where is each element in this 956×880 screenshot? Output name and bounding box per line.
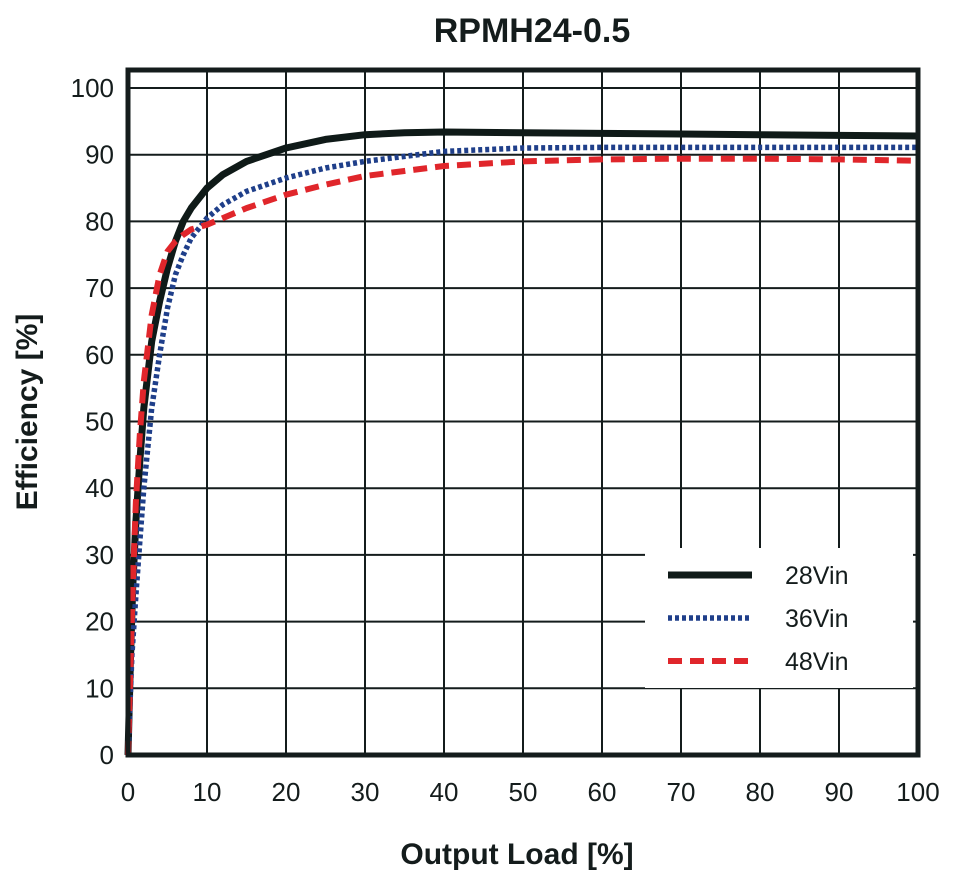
series-line-28Vin — [124, 128, 919, 756]
x-tick-label: 50 — [509, 777, 538, 807]
y-tick-label: 100 — [71, 73, 114, 103]
legend-label: 36Vin — [785, 605, 849, 633]
y-tick-label: 60 — [85, 340, 114, 370]
x-tick-label: 30 — [351, 777, 380, 807]
y-tick-label: 0 — [100, 740, 114, 770]
series-line-48Vin — [125, 155, 919, 756]
legend: 28Vin 36Vin 48Vin — [645, 548, 913, 688]
x-tick-label: 10 — [193, 777, 222, 807]
x-tick-label: 80 — [746, 777, 775, 807]
x-tick-label: 20 — [272, 777, 301, 807]
x-tick-label: 90 — [825, 777, 854, 807]
y-tick-label: 70 — [85, 273, 114, 303]
x-axis-label: Output Load [%] — [400, 838, 633, 871]
x-tick-label: 60 — [588, 777, 617, 807]
y-tick-label: 40 — [85, 473, 114, 503]
x-tick-label: 70 — [667, 777, 696, 807]
y-tick-label: 10 — [85, 673, 114, 703]
chart-title: RPMH24-0.5 — [434, 12, 631, 50]
y-tick-label: 20 — [85, 607, 114, 637]
x-tick-labels: 0 10 20 30 40 50 60 70 80 90 100 — [121, 777, 940, 807]
legend-label: 28Vin — [785, 562, 849, 590]
y-tick-labels: 0 10 20 30 40 50 60 70 80 90 100 — [71, 73, 114, 770]
x-tick-label: 0 — [121, 777, 135, 807]
y-tick-label: 50 — [85, 407, 114, 437]
y-tick-label: 30 — [85, 540, 114, 570]
y-tick-label: 90 — [85, 140, 114, 170]
plot-frame — [125, 67, 921, 758]
x-tick-label: 40 — [430, 777, 459, 807]
series-line-36Vin — [125, 144, 918, 756]
y-axis-label: Efficiency [%] — [11, 314, 44, 511]
x-tick-label: 100 — [896, 777, 939, 807]
series-group — [124, 128, 919, 756]
y-tick-label: 80 — [85, 206, 114, 236]
legend-label: 48Vin — [785, 648, 849, 676]
